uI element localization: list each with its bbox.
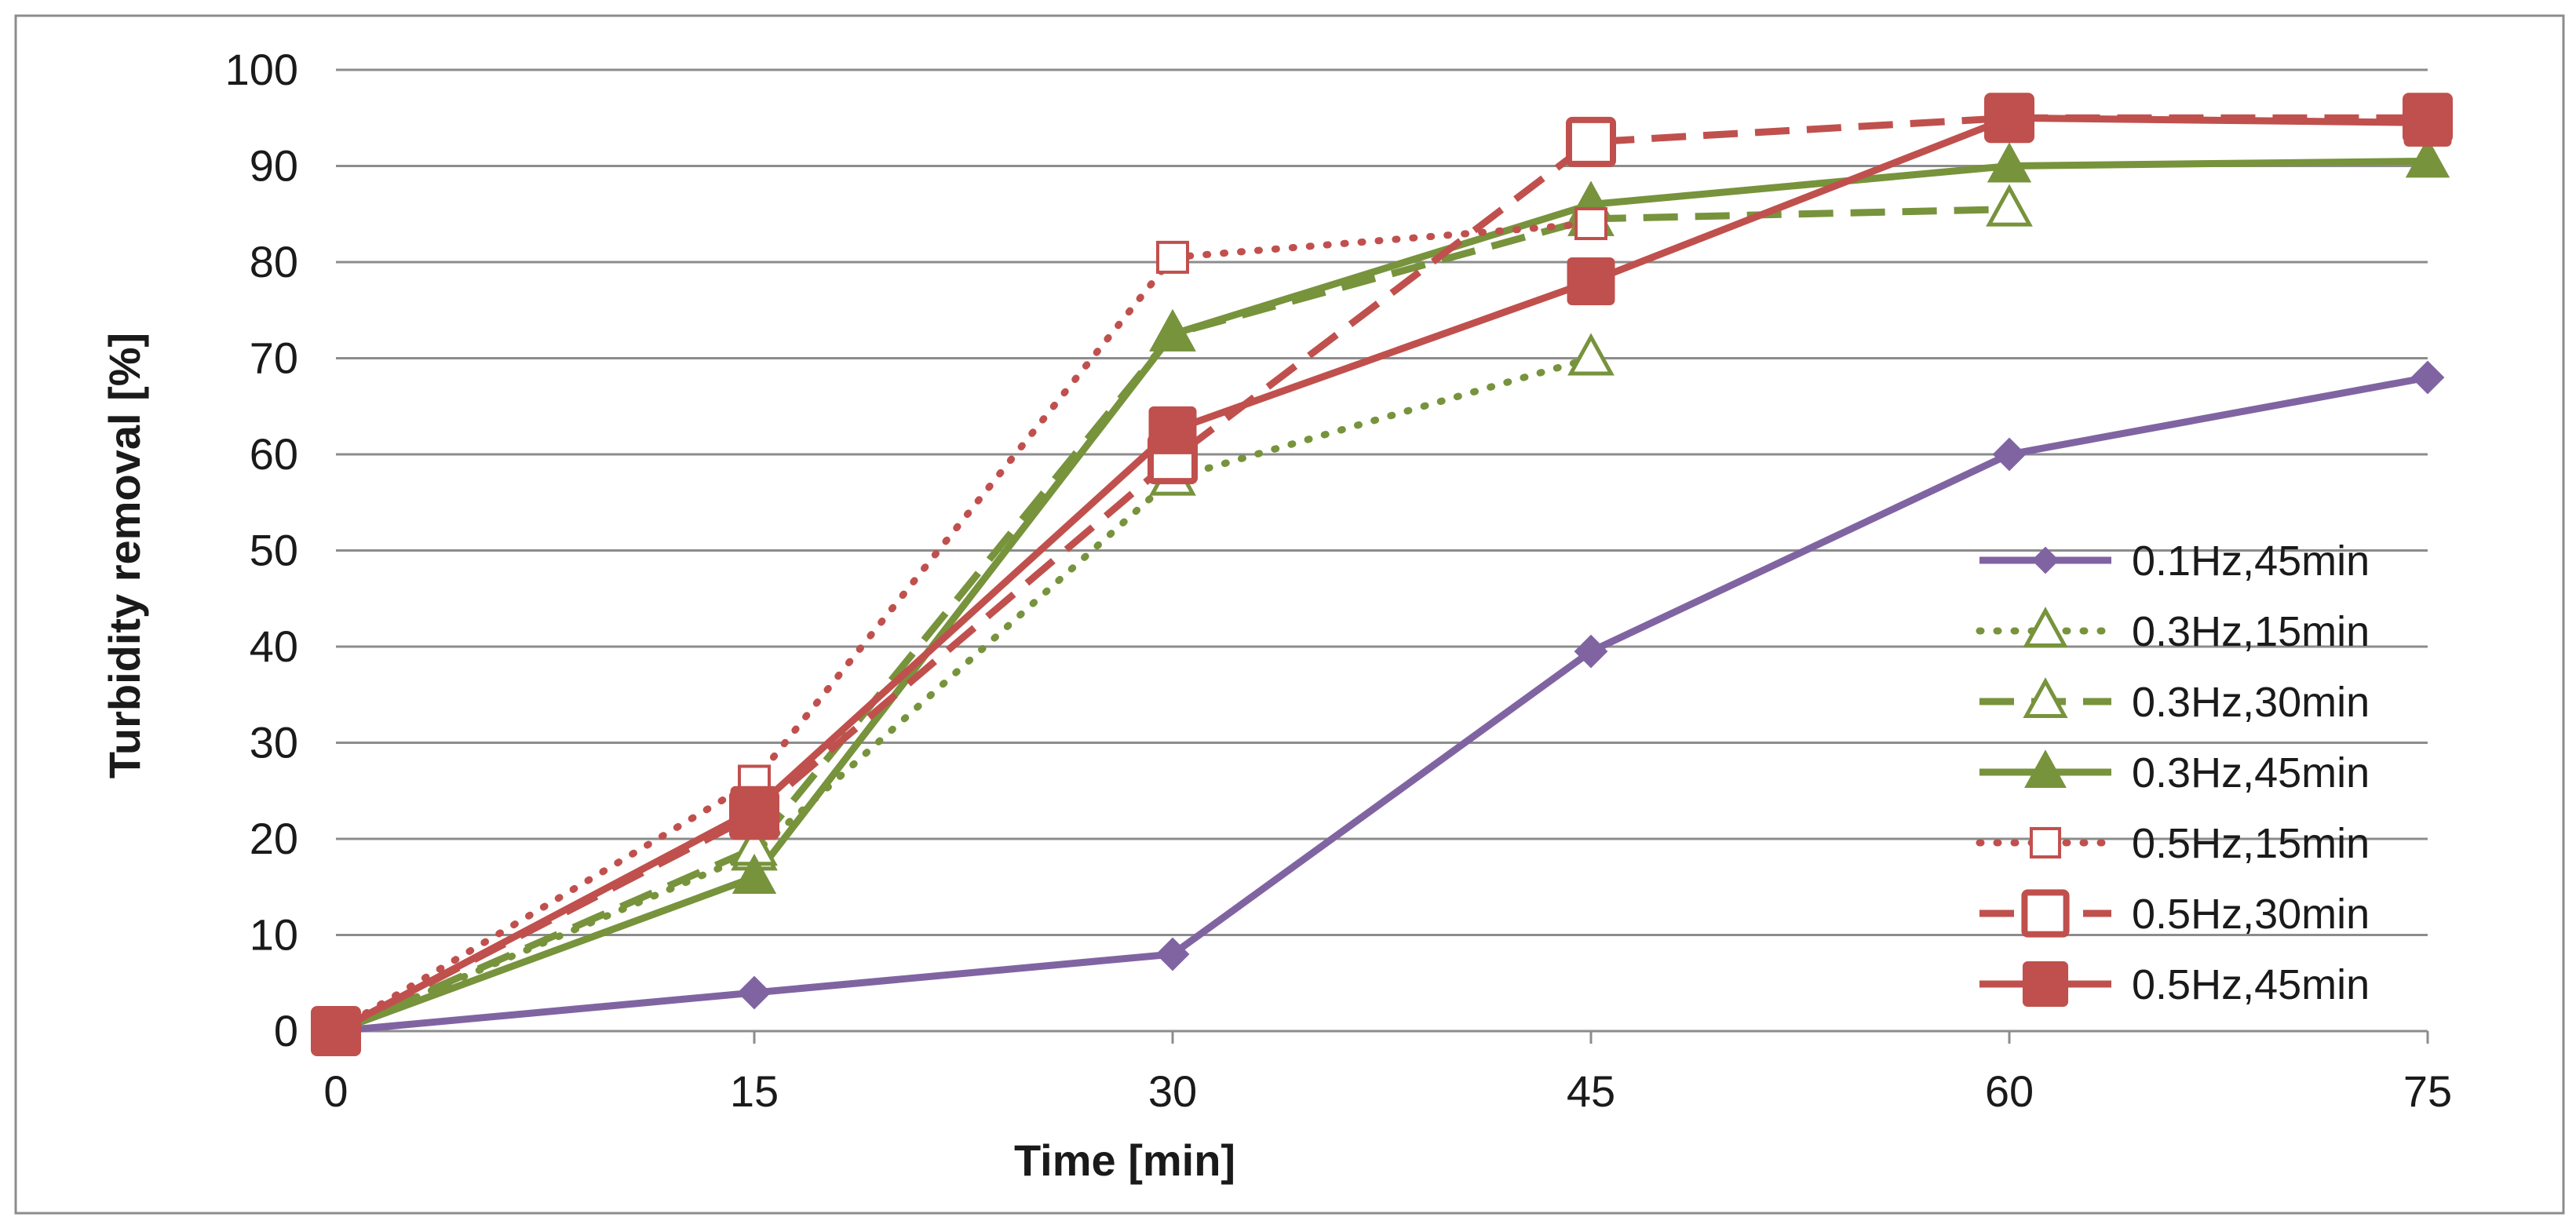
- data-series: [311, 93, 2453, 1056]
- legend-marker-5: [2021, 889, 2070, 938]
- data-point-3-4: [1987, 142, 2032, 183]
- y-tick-label: 100: [225, 45, 298, 94]
- x-tick-label: 30: [1148, 1066, 1197, 1116]
- chart-frame: [14, 14, 2565, 1215]
- x-tick-label: 60: [1985, 1066, 2034, 1116]
- data-point-1-3: [1567, 333, 1615, 376]
- legend: 0.1Hz,45min 0.3Hz,15min 0.3Hz,30min 0.3Hz,4…: [1976, 538, 2370, 1008]
- y-tick-label: 50: [250, 526, 298, 575]
- x-tick-label: 45: [1567, 1066, 1615, 1116]
- y-tick-label: 30: [250, 718, 298, 767]
- legend-marker-3: [2024, 749, 2067, 788]
- axes: 0 10 20 30 40 50 60 70 80 90 100 0 15 30 45 60 75: [225, 45, 2453, 1116]
- data-point-2-4: [1986, 184, 2033, 227]
- legend-label-3: 0.3Hz,45min: [2132, 749, 2370, 796]
- data-point-6-5: [2403, 98, 2452, 147]
- y-tick-label: 70: [250, 334, 298, 383]
- data-point-0-2: [1155, 937, 1190, 971]
- data-point-3-1: [732, 853, 777, 894]
- x-tick-label: 75: [2403, 1066, 2452, 1116]
- series-line-3: [334, 157, 2428, 1035]
- data-point-3-2: [1150, 310, 1195, 351]
- y-tick-label: 80: [250, 237, 298, 286]
- legend-label-0: 0.1Hz,45min: [2132, 538, 2370, 585]
- data-point-0-3: [1574, 634, 1608, 669]
- legend-label-1: 0.3Hz,15min: [2132, 608, 2370, 655]
- legend-marker-1: [2023, 607, 2068, 647]
- legend-label-6: 0.5Hz,45min: [2132, 961, 2370, 1008]
- legend-marker-6: [2022, 960, 2069, 1008]
- x-tick-label: 0: [323, 1066, 348, 1116]
- legend-marker-4: [2029, 826, 2062, 859]
- data-point-0-1: [737, 975, 772, 1010]
- legend-label-2: 0.3Hz,30min: [2132, 679, 2370, 726]
- data-point-0-4: [1992, 437, 2027, 472]
- data-point-5-3: [1566, 116, 1616, 167]
- y-tick-label: 60: [250, 429, 298, 479]
- y-tick-label: 40: [250, 621, 298, 671]
- x-axis-title: Time [min]: [1014, 1135, 1235, 1185]
- y-tick-label: 20: [250, 814, 298, 863]
- gridlines: [336, 68, 2428, 936]
- data-point-3-5: [2405, 137, 2450, 178]
- series-line-6: [334, 114, 2428, 1034]
- data-point-6-4: [1985, 93, 2034, 142]
- y-tick-label: 0: [274, 1006, 298, 1055]
- y-axis-title: Turbidity removal [%]: [100, 333, 149, 778]
- series-line-4: [332, 220, 1595, 1035]
- data-point-6-1: [730, 785, 779, 834]
- data-point-6-0: [312, 1007, 360, 1055]
- y-tick-label: 10: [250, 910, 298, 960]
- legend-label-5: 0.5Hz,30min: [2132, 891, 2370, 938]
- data-point-0-5: [2410, 360, 2445, 395]
- series-line-0: [335, 374, 2428, 1035]
- data-point-6-3: [1567, 257, 1615, 305]
- x-tick-label: 15: [730, 1066, 779, 1116]
- data-point-4-3: [1574, 207, 1607, 240]
- legend-marker-2: [2023, 677, 2068, 718]
- data-point-4-2: [1156, 240, 1189, 274]
- legend-marker-0: [2031, 546, 2060, 574]
- data-point-6-2: [1148, 406, 1197, 454]
- legend-label-4: 0.5Hz,15min: [2132, 820, 2370, 867]
- y-tick-label: 90: [250, 141, 298, 191]
